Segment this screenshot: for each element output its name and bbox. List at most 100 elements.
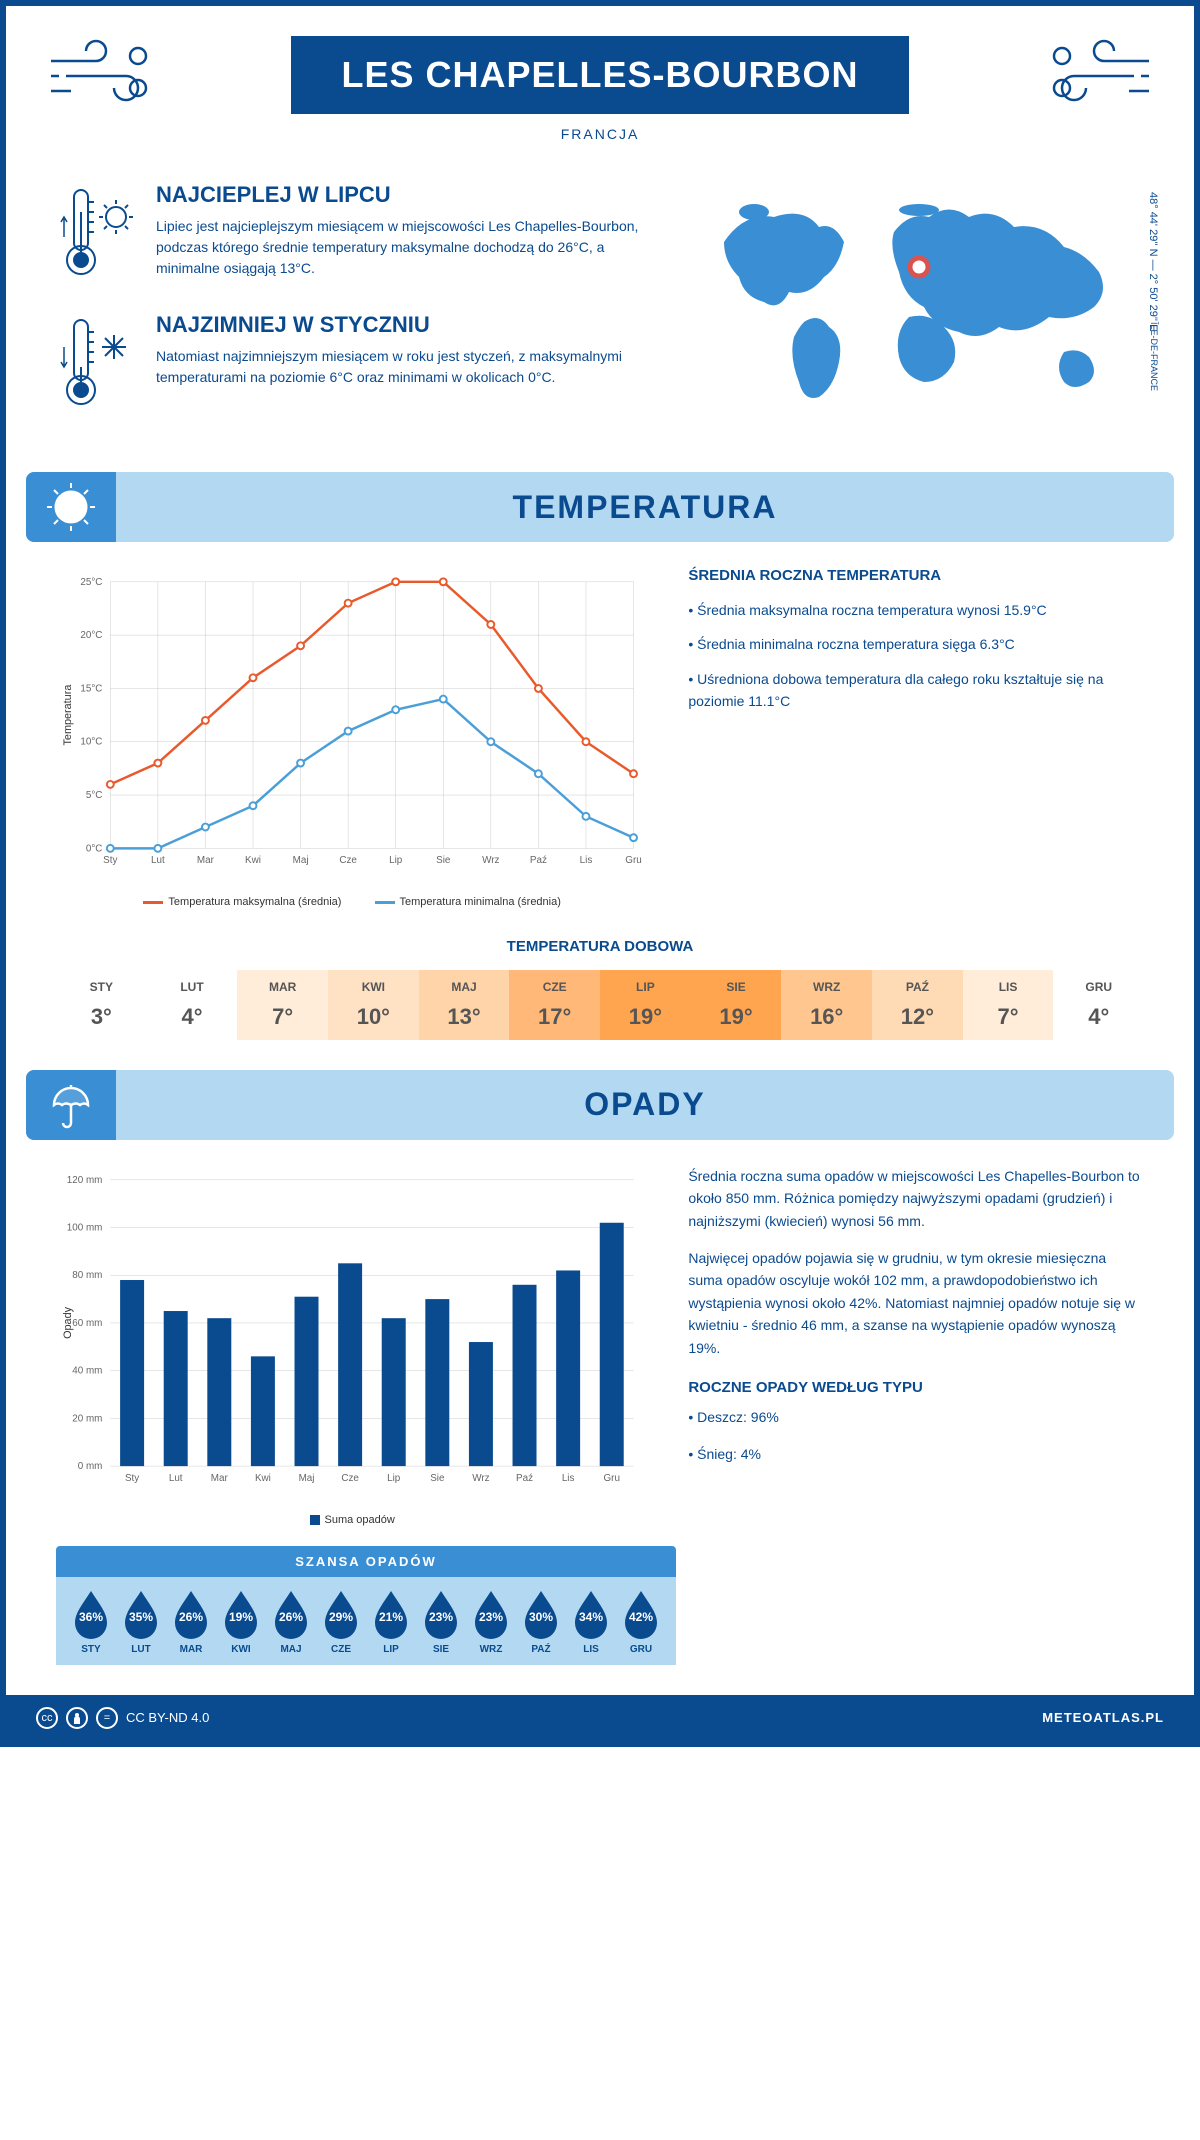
chance-cell: 42% GRU [616, 1587, 666, 1655]
svg-text:60 mm: 60 mm [72, 1318, 102, 1329]
avg-temp-title: ŚREDNIA ROCZNA TEMPERATURA [688, 567, 1144, 584]
svg-text:Cze: Cze [339, 855, 357, 866]
precipitation-title: OPADY [116, 1086, 1174, 1123]
svg-text:Sty: Sty [125, 1473, 139, 1484]
svg-text:Gru: Gru [604, 1473, 620, 1484]
svg-text:Lip: Lip [389, 855, 403, 866]
svg-text:Lis: Lis [580, 855, 593, 866]
sun-icon [26, 472, 116, 542]
svg-text:Lis: Lis [562, 1473, 575, 1484]
svg-text:Lut: Lut [151, 855, 165, 866]
chance-cell: 26% MAJ [266, 1587, 316, 1655]
svg-text:Mar: Mar [211, 1473, 229, 1484]
daily-temp-cell: SIE 19° [691, 970, 782, 1040]
infographic-container: LES CHAPELLES-BOURBON FRANCJA NAJCIEPLEJ… [0, 0, 1200, 1747]
temperature-info: ŚREDNIA ROCZNA TEMPERATURA • Średnia mak… [688, 567, 1144, 908]
daily-temperature-table: TEMPERATURA DOBOWA STY 3° LUT 4° MAR 7° … [6, 938, 1194, 1070]
license-text: CC BY-ND 4.0 [126, 1710, 209, 1725]
hottest-text: Lipiec jest najcieplejszym miesiącem w m… [156, 216, 664, 279]
svg-text:Wrz: Wrz [482, 855, 499, 866]
svg-text:Cze: Cze [341, 1473, 359, 1484]
brand-text: METEOATLAS.PL [1042, 1710, 1164, 1725]
hottest-title: NAJCIEPLEJ W LIPCU [156, 182, 664, 208]
daily-temp-cell: LIS 7° [963, 970, 1054, 1040]
svg-text:Sie: Sie [430, 1473, 445, 1484]
nd-icon: = [96, 1707, 118, 1729]
precip-chart-legend: Suma opadów [56, 1514, 648, 1526]
svg-text:40 mm: 40 mm [72, 1366, 102, 1377]
svg-text:Temperatura: Temperatura [62, 684, 74, 746]
svg-text:Wrz: Wrz [472, 1473, 489, 1484]
daily-temp-title: TEMPERATURA DOBOWA [56, 938, 1144, 955]
svg-text:Kwi: Kwi [245, 855, 261, 866]
svg-text:120 mm: 120 mm [67, 1175, 103, 1186]
daily-temp-cell: STY 3° [56, 970, 147, 1040]
umbrella-icon [26, 1070, 116, 1140]
svg-text:20°C: 20°C [80, 630, 102, 641]
svg-text:Gru: Gru [625, 855, 641, 866]
footer: cc = CC BY-ND 4.0 METEOATLAS.PL [6, 1695, 1194, 1741]
daily-temp-cell: LIP 19° [600, 970, 691, 1040]
chance-title: SZANSA OPADÓW [56, 1554, 676, 1569]
by-icon [66, 1707, 88, 1729]
daily-temp-cell: CZE 17° [509, 970, 600, 1040]
country-label: FRANCJA [46, 126, 1154, 142]
svg-text:20 mm: 20 mm [72, 1413, 102, 1424]
svg-text:0 mm: 0 mm [78, 1461, 103, 1472]
svg-text:0°C: 0°C [86, 843, 103, 854]
chance-cell: 36% STY [66, 1587, 116, 1655]
daily-temp-cell: PAŹ 12° [872, 970, 963, 1040]
coordinates: 48° 44' 29'' N — 2° 50' 29'' E [1147, 192, 1159, 331]
coldest-text: Natomiast najzimniejszym miesiącem w rok… [156, 346, 664, 388]
svg-text:Kwi: Kwi [255, 1473, 271, 1484]
chance-cell: 34% LIS [566, 1587, 616, 1655]
chance-cell: 29% CZE [316, 1587, 366, 1655]
svg-text:100 mm: 100 mm [67, 1222, 103, 1233]
hottest-block: NAJCIEPLEJ W LIPCU Lipiec jest najcieple… [56, 182, 664, 287]
header: LES CHAPELLES-BOURBON FRANCJA [6, 6, 1194, 162]
chance-cell: 23% WRZ [466, 1587, 516, 1655]
thermometer-hot-icon [56, 182, 136, 287]
precip-type-title: ROCZNE OPADY WEDŁUG TYPU [688, 1379, 1144, 1396]
svg-text:80 mm: 80 mm [72, 1270, 102, 1281]
chance-cell: 23% SIE [416, 1587, 466, 1655]
chance-cell: 30% PAŹ [516, 1587, 566, 1655]
daily-temp-cell: WRZ 16° [781, 970, 872, 1040]
cc-icon: cc [36, 1707, 58, 1729]
wind-icon [1044, 36, 1154, 111]
coldest-title: NAJZIMNIEJ W STYCZNIU [156, 312, 664, 338]
wind-icon [46, 36, 156, 111]
svg-text:Maj: Maj [299, 1473, 315, 1484]
daily-temp-cell: MAJ 13° [419, 970, 510, 1040]
daily-temp-cell: LUT 4° [147, 970, 238, 1040]
intro-section: NAJCIEPLEJ W LIPCU Lipiec jest najcieple… [6, 162, 1194, 472]
svg-text:15°C: 15°C [80, 683, 102, 694]
svg-text:Lip: Lip [387, 1473, 401, 1484]
svg-text:Lut: Lut [169, 1473, 183, 1484]
chance-cell: 21% LIP [366, 1587, 416, 1655]
svg-text:Paź: Paź [530, 855, 547, 866]
temperature-line-chart: 0°C5°C10°C15°C20°C25°CStyLutMarKwiMajCze… [56, 567, 648, 908]
world-map: 48° 44' 29'' N — 2° 50' 29'' E ÎLE-DE-FR… [694, 182, 1144, 442]
svg-text:25°C: 25°C [80, 577, 102, 588]
region-label: ÎLE-DE-FRANCE [1149, 322, 1159, 391]
precipitation-bar-chart: 0 mm 20 mm 40 mm 60 mm 80 mm 100 mm 120 mm Sty L… [56, 1165, 648, 1526]
coldest-block: NAJZIMNIEJ W STYCZNIU Natomiast najzimni… [56, 312, 664, 417]
daily-temp-cell: KWI 10° [328, 970, 419, 1040]
svg-text:Paź: Paź [516, 1473, 533, 1484]
svg-text:Sie: Sie [436, 855, 451, 866]
chance-cell: 19% KWI [216, 1587, 266, 1655]
precipitation-chance-box: SZANSA OPADÓW 36% STY 35% LUT 26% MAR 19… [56, 1546, 676, 1665]
temp-chart-legend: Temperatura maksymalna (średnia) Tempera… [56, 896, 648, 908]
precipitation-header: OPADY [26, 1070, 1174, 1140]
precipitation-info: Średnia roczna suma opadów w miejscowośc… [688, 1165, 1144, 1526]
daily-temp-cell: MAR 7° [237, 970, 328, 1040]
svg-text:Maj: Maj [293, 855, 309, 866]
daily-temp-cell: GRU 4° [1053, 970, 1144, 1040]
temperature-title: TEMPERATURA [116, 489, 1174, 526]
location-title: LES CHAPELLES-BOURBON [291, 36, 908, 114]
svg-text:Sty: Sty [103, 855, 117, 866]
svg-text:Mar: Mar [197, 855, 215, 866]
thermometer-cold-icon [56, 312, 136, 417]
chance-cell: 35% LUT [116, 1587, 166, 1655]
